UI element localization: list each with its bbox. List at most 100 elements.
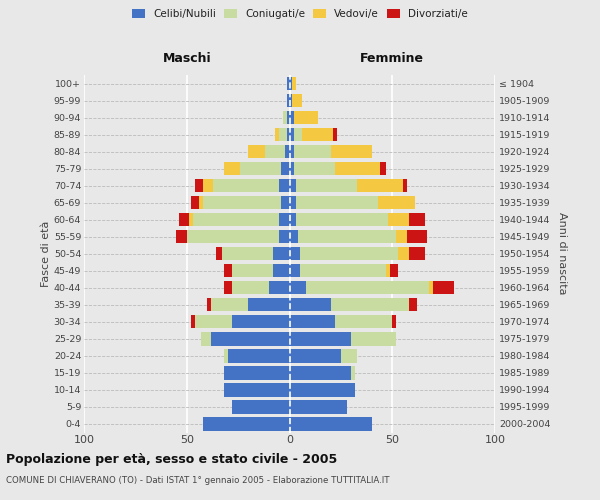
- Bar: [228, 350, 290, 362]
- Bar: [176, 230, 187, 243]
- Bar: [224, 350, 228, 362]
- Bar: [290, 213, 296, 226]
- Bar: [302, 128, 332, 141]
- Bar: [290, 366, 351, 380]
- Bar: [224, 264, 232, 278]
- Bar: [287, 111, 290, 124]
- Bar: [240, 162, 281, 175]
- Bar: [224, 162, 240, 175]
- Bar: [293, 111, 318, 124]
- Bar: [199, 196, 203, 209]
- Bar: [378, 196, 415, 209]
- Bar: [351, 332, 397, 345]
- Bar: [224, 281, 232, 294]
- Bar: [248, 298, 290, 312]
- Bar: [332, 128, 337, 141]
- Bar: [392, 315, 397, 328]
- Bar: [273, 247, 290, 260]
- Bar: [331, 298, 409, 312]
- Bar: [386, 264, 390, 278]
- Bar: [279, 179, 290, 192]
- Bar: [290, 111, 293, 124]
- Bar: [293, 145, 331, 158]
- Bar: [293, 128, 302, 141]
- Bar: [203, 179, 214, 192]
- Bar: [429, 281, 433, 294]
- Bar: [203, 196, 281, 209]
- Bar: [300, 247, 398, 260]
- Bar: [290, 264, 300, 278]
- Bar: [296, 196, 378, 209]
- Bar: [298, 230, 397, 243]
- Bar: [286, 145, 290, 158]
- Bar: [388, 213, 409, 226]
- Bar: [290, 418, 372, 430]
- Bar: [398, 247, 409, 260]
- Bar: [232, 400, 290, 413]
- Bar: [211, 332, 290, 345]
- Bar: [208, 298, 211, 312]
- Bar: [232, 281, 269, 294]
- Bar: [290, 332, 351, 345]
- Bar: [224, 366, 290, 380]
- Bar: [265, 145, 286, 158]
- Bar: [290, 179, 296, 192]
- Legend: Celibi/Nubili, Coniugati/e, Vedovi/e, Divorziati/e: Celibi/Nubili, Coniugati/e, Vedovi/e, Di…: [128, 5, 472, 24]
- Text: Femmine: Femmine: [360, 52, 424, 65]
- Bar: [290, 281, 306, 294]
- Bar: [351, 366, 355, 380]
- Bar: [290, 77, 292, 90]
- Bar: [203, 418, 290, 430]
- Bar: [290, 400, 347, 413]
- Bar: [283, 111, 287, 124]
- Bar: [335, 162, 380, 175]
- Bar: [331, 145, 372, 158]
- Bar: [335, 315, 392, 328]
- Bar: [292, 94, 302, 107]
- Bar: [290, 298, 331, 312]
- Bar: [290, 315, 335, 328]
- Bar: [290, 350, 341, 362]
- Bar: [179, 213, 189, 226]
- Bar: [296, 213, 388, 226]
- Bar: [287, 128, 290, 141]
- Text: COMUNE DI CHIAVERANO (TO) - Dati ISTAT 1° gennaio 2005 - Elaborazione TUTTITALIA: COMUNE DI CHIAVERANO (TO) - Dati ISTAT 1…: [6, 476, 389, 485]
- Bar: [232, 264, 273, 278]
- Bar: [290, 230, 298, 243]
- Y-axis label: Fasce di età: Fasce di età: [41, 220, 51, 287]
- Bar: [211, 298, 248, 312]
- Bar: [191, 196, 199, 209]
- Bar: [409, 213, 425, 226]
- Bar: [215, 247, 221, 260]
- Bar: [341, 350, 358, 362]
- Bar: [189, 213, 193, 226]
- Bar: [380, 162, 386, 175]
- Text: Maschi: Maschi: [163, 52, 211, 65]
- Bar: [193, 213, 279, 226]
- Bar: [232, 315, 290, 328]
- Bar: [195, 179, 203, 192]
- Bar: [293, 162, 335, 175]
- Bar: [296, 179, 358, 192]
- Bar: [214, 179, 279, 192]
- Bar: [273, 264, 290, 278]
- Bar: [300, 264, 386, 278]
- Bar: [187, 230, 279, 243]
- Bar: [290, 94, 292, 107]
- Bar: [407, 230, 427, 243]
- Bar: [290, 384, 355, 396]
- Bar: [224, 384, 290, 396]
- Bar: [290, 196, 296, 209]
- Bar: [292, 77, 296, 90]
- Bar: [248, 145, 265, 158]
- Bar: [358, 179, 403, 192]
- Bar: [195, 315, 232, 328]
- Bar: [390, 264, 398, 278]
- Bar: [290, 128, 293, 141]
- Bar: [287, 77, 290, 90]
- Text: Popolazione per età, sesso e stato civile - 2005: Popolazione per età, sesso e stato civil…: [6, 452, 337, 466]
- Y-axis label: Anni di nascita: Anni di nascita: [557, 212, 568, 295]
- Bar: [275, 128, 279, 141]
- Bar: [403, 179, 407, 192]
- Bar: [290, 162, 293, 175]
